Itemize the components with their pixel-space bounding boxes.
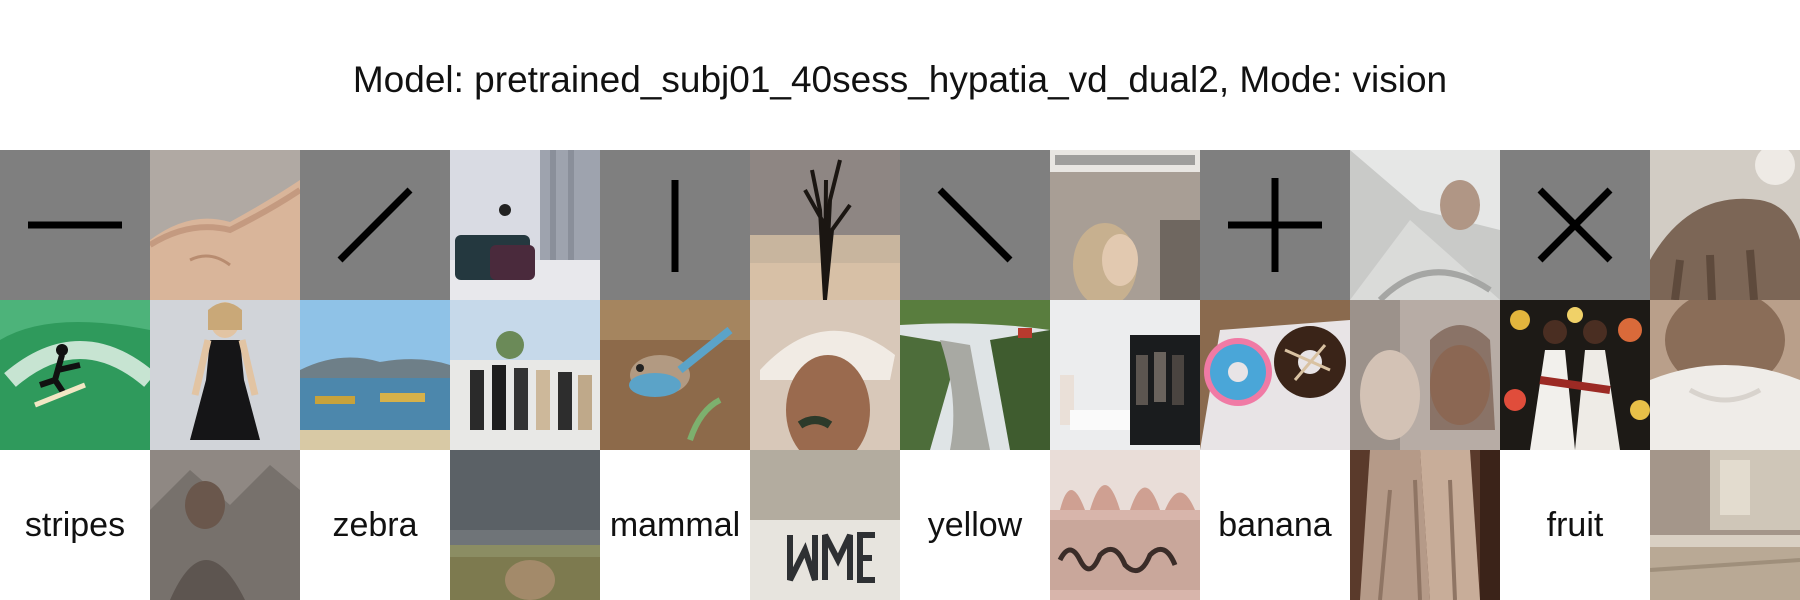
reconstruction-image (1650, 300, 1800, 450)
word-stimulus: zebra (300, 450, 450, 600)
line-stimulus-plus (1200, 150, 1350, 300)
stimulus-image (0, 300, 150, 450)
word-stimulus: stripes (0, 450, 150, 600)
line-stimulus-diagonal-45 (300, 150, 450, 300)
stimulus-image (150, 300, 300, 450)
line-stimulus-cross (1500, 150, 1650, 300)
stimulus-image (900, 300, 1050, 450)
reconstruction-image (150, 450, 300, 600)
reconstruction-image (450, 450, 600, 600)
figure-title: Model: pretrained_subj01_40sess_hypatia_… (352, 59, 1448, 100)
reconstruction-image (750, 450, 900, 600)
reconstruction-image (1350, 150, 1500, 300)
stimulus-image (450, 300, 600, 450)
reconstruction-image (750, 150, 900, 300)
reconstruction-image (1050, 450, 1200, 600)
word-stimulus: fruit (1500, 450, 1650, 600)
line-stimulus-vertical (600, 150, 750, 300)
line-stimulus-horizontal (0, 150, 150, 300)
reconstruction-image (750, 300, 900, 450)
reconstruction-image (1650, 450, 1800, 600)
stimulus-image (1200, 300, 1350, 450)
word-stimulus: mammal (600, 450, 750, 600)
reconstruction-image (1050, 150, 1200, 300)
reconstruction-image (1350, 450, 1500, 600)
stimulus-grid: stripes zebra mammal yellow (0, 150, 1800, 600)
reconstruction-image (150, 150, 300, 300)
reconstruction-image (1350, 300, 1500, 450)
reconstruction-image (1650, 150, 1800, 300)
stimulus-image (1050, 300, 1200, 450)
stimulus-image (300, 300, 450, 450)
stimulus-image (600, 300, 750, 450)
reconstruction-image (450, 150, 600, 300)
line-stimulus-diagonal-135 (900, 150, 1050, 300)
stimulus-image (1500, 300, 1650, 450)
word-stimulus: banana (1200, 450, 1350, 600)
word-stimulus: yellow (900, 450, 1050, 600)
